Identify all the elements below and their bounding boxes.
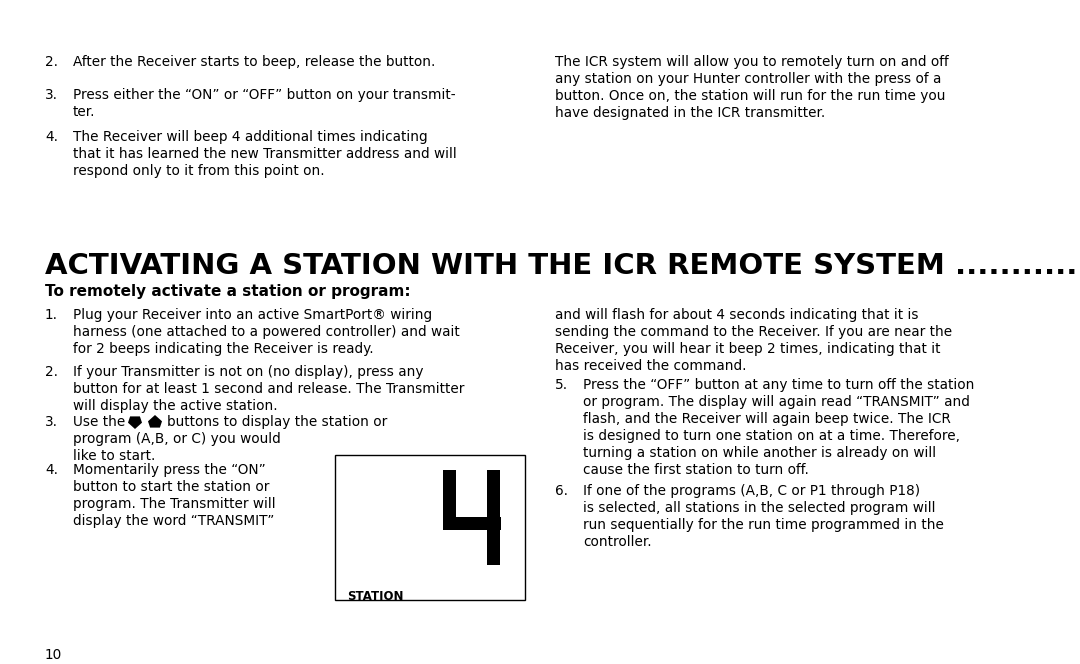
Text: After the Receiver starts to beep, release the button.: After the Receiver starts to beep, relea… [73,55,435,69]
Polygon shape [486,516,500,530]
Text: STATION: STATION [347,590,404,603]
Text: for 2 beeps indicating the Receiver is ready.: for 2 beeps indicating the Receiver is r… [73,342,374,356]
Text: ter.: ter. [73,105,95,119]
Bar [443,517,501,530]
Text: 2.: 2. [45,365,58,379]
Text: harness (one attached to a powered controller) and wait: harness (one attached to a powered contr… [73,325,460,339]
Text: 3.: 3. [45,415,58,429]
Text: display the word “TRANSMIT”: display the word “TRANSMIT” [73,514,274,528]
Text: program. The Transmitter will: program. The Transmitter will [73,497,275,511]
Text: and will flash for about 4 seconds indicating that it is: and will flash for about 4 seconds indic… [555,308,918,322]
Text: controller.: controller. [583,535,651,549]
Text: If your Transmitter is not on (no display), press any: If your Transmitter is not on (no displa… [73,365,423,379]
Text: sending the command to the Receiver. If you are near the: sending the command to the Receiver. If … [555,325,953,339]
Bar [443,470,456,517]
Text: ACTIVATING A STATION WITH THE ICR REMOTE SYSTEM .......................: ACTIVATING A STATION WITH THE ICR REMOTE… [45,252,1080,280]
Text: Press the “OFF” button at any time to turn off the station: Press the “OFF” button at any time to tu… [583,378,974,392]
Text: 10: 10 [45,648,63,662]
Text: turning a station on while another is already on will: turning a station on while another is al… [583,446,936,460]
Text: The Receiver will beep 4 additional times indicating: The Receiver will beep 4 additional time… [73,130,428,144]
Bar [487,470,500,565]
Text: 3.: 3. [45,88,58,102]
Text: button. Once on, the station will run for the run time you: button. Once on, the station will run fo… [555,89,945,103]
Text: that it has learned the new Transmitter address and will: that it has learned the new Transmitter … [73,147,457,161]
Text: 1.: 1. [45,308,58,322]
Text: 5.: 5. [555,378,568,392]
Text: or program. The display will again read “TRANSMIT” and: or program. The display will again read … [583,395,970,409]
Text: If one of the programs (A,B, C or P1 through P18): If one of the programs (A,B, C or P1 thr… [583,484,920,498]
Text: 4.: 4. [45,463,58,477]
Text: like to start.: like to start. [73,449,156,463]
Text: program (A,B, or C) you would: program (A,B, or C) you would [73,432,281,446]
Text: have designated in the ICR transmitter.: have designated in the ICR transmitter. [555,106,825,120]
Text: Press either the “ON” or “OFF” button on your transmit-: Press either the “ON” or “OFF” button on… [73,88,456,102]
Text: button to start the station or: button to start the station or [73,480,269,494]
Text: has received the command.: has received the command. [555,359,746,373]
Polygon shape [129,416,141,429]
Text: respond only to it from this point on.: respond only to it from this point on. [73,164,325,178]
Text: Use the: Use the [73,415,125,429]
Text: 2.: 2. [45,55,58,69]
Text: Plug your Receiver into an active SmartPort® wiring: Plug your Receiver into an active SmartP… [73,308,432,322]
Text: is selected, all stations in the selected program will: is selected, all stations in the selecte… [583,501,935,515]
Polygon shape [148,415,162,428]
Text: To remotely activate a station or program:: To remotely activate a station or progra… [45,284,410,299]
Text: run sequentially for the run time programmed in the: run sequentially for the run time progra… [583,518,944,532]
Text: 6.: 6. [555,484,568,498]
Text: is designed to turn one station on at a time. Therefore,: is designed to turn one station on at a … [583,429,960,443]
Text: Momentarily press the “ON”: Momentarily press the “ON” [73,463,266,477]
Bar [335,455,525,600]
Text: Receiver, you will hear it beep 2 times, indicating that it: Receiver, you will hear it beep 2 times,… [555,342,941,356]
Text: flash, and the Receiver will again beep twice. The ICR: flash, and the Receiver will again beep … [583,412,950,426]
Text: button for at least 1 second and release. The Transmitter: button for at least 1 second and release… [73,382,464,396]
Text: buttons to display the station or: buttons to display the station or [167,415,388,429]
Text: any station on your Hunter controller with the press of a: any station on your Hunter controller wi… [555,72,942,86]
Text: 4.: 4. [45,130,58,144]
Text: cause the first station to turn off.: cause the first station to turn off. [583,463,809,477]
Text: The ICR system will allow you to remotely turn on and off: The ICR system will allow you to remotel… [555,55,948,69]
Text: will display the active station.: will display the active station. [73,399,278,413]
